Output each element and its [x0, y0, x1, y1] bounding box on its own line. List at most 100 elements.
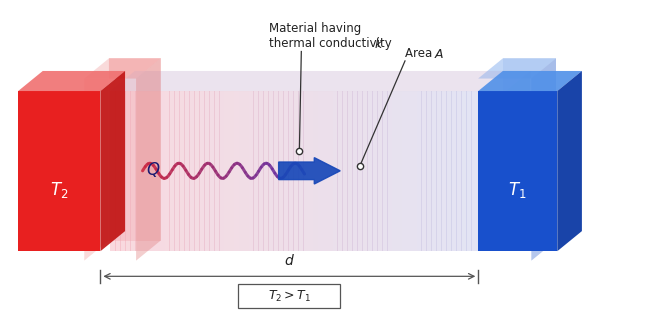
- Bar: [332, 91, 338, 251]
- Bar: [367, 91, 373, 251]
- Bar: [503, 58, 556, 241]
- Bar: [229, 91, 235, 251]
- Bar: [110, 91, 116, 251]
- Bar: [234, 91, 239, 251]
- Bar: [461, 91, 467, 251]
- Bar: [199, 91, 205, 251]
- Bar: [159, 91, 165, 251]
- Bar: [426, 91, 432, 251]
- Bar: [342, 91, 348, 251]
- Bar: [313, 91, 318, 251]
- Bar: [174, 91, 180, 251]
- Bar: [288, 91, 294, 251]
- Bar: [135, 91, 141, 251]
- Bar: [293, 91, 299, 251]
- Bar: [209, 91, 214, 251]
- Bar: [338, 91, 343, 251]
- Bar: [406, 91, 412, 251]
- Bar: [397, 91, 402, 251]
- Bar: [357, 91, 363, 251]
- Bar: [491, 91, 496, 251]
- Bar: [362, 91, 367, 251]
- Text: $Q$: $Q$: [146, 160, 160, 179]
- Polygon shape: [557, 71, 582, 251]
- Bar: [377, 91, 382, 251]
- Bar: [224, 91, 229, 251]
- Bar: [248, 91, 254, 251]
- Bar: [145, 91, 150, 251]
- Polygon shape: [18, 71, 125, 91]
- Bar: [109, 58, 161, 241]
- Bar: [432, 91, 437, 251]
- Bar: [219, 91, 224, 251]
- Bar: [303, 91, 308, 251]
- FancyBboxPatch shape: [238, 284, 340, 308]
- Bar: [298, 91, 303, 251]
- Bar: [353, 91, 358, 251]
- Polygon shape: [110, 71, 530, 91]
- Text: $T_1$: $T_1$: [509, 180, 527, 200]
- Bar: [485, 91, 491, 251]
- Bar: [179, 91, 185, 251]
- Bar: [130, 91, 135, 251]
- Bar: [283, 91, 288, 251]
- Polygon shape: [478, 58, 556, 261]
- Bar: [318, 91, 323, 251]
- Bar: [451, 91, 457, 251]
- Bar: [392, 91, 397, 251]
- Text: $d$: $d$: [284, 253, 295, 268]
- Bar: [18, 91, 100, 251]
- Bar: [184, 91, 190, 251]
- Bar: [417, 91, 422, 251]
- Bar: [496, 91, 501, 251]
- Bar: [120, 91, 126, 251]
- Bar: [421, 91, 427, 251]
- Polygon shape: [84, 58, 161, 78]
- Bar: [278, 91, 284, 251]
- Bar: [387, 91, 393, 251]
- Text: $T_2 > T_1$: $T_2 > T_1$: [268, 289, 311, 304]
- Text: $k$: $k$: [374, 37, 384, 51]
- FancyArrow shape: [279, 158, 340, 184]
- Bar: [204, 91, 209, 251]
- Bar: [263, 91, 269, 251]
- Polygon shape: [136, 58, 161, 261]
- Bar: [268, 91, 274, 251]
- Bar: [436, 91, 442, 251]
- Bar: [402, 91, 408, 251]
- Text: $T_2$: $T_2$: [50, 180, 69, 200]
- Bar: [169, 91, 175, 251]
- Bar: [327, 91, 333, 251]
- Bar: [446, 91, 452, 251]
- Bar: [481, 91, 486, 251]
- Bar: [441, 91, 447, 251]
- Polygon shape: [505, 71, 530, 251]
- Polygon shape: [531, 58, 556, 261]
- Text: Material having
thermal conductivity: Material having thermal conductivity: [269, 22, 395, 50]
- Bar: [411, 91, 417, 251]
- Bar: [140, 91, 145, 251]
- Polygon shape: [478, 58, 556, 78]
- Bar: [150, 91, 156, 251]
- Bar: [372, 91, 378, 251]
- Bar: [244, 91, 249, 251]
- Bar: [466, 91, 472, 251]
- Bar: [194, 91, 200, 251]
- Bar: [476, 91, 481, 251]
- Bar: [478, 91, 557, 251]
- Bar: [115, 91, 121, 251]
- Bar: [253, 91, 259, 251]
- Text: Area: Area: [405, 47, 436, 60]
- Bar: [308, 91, 314, 251]
- Bar: [456, 91, 461, 251]
- Bar: [189, 91, 195, 251]
- Bar: [323, 91, 328, 251]
- Bar: [347, 91, 353, 251]
- Bar: [155, 91, 160, 251]
- Bar: [500, 91, 506, 251]
- Polygon shape: [478, 71, 582, 91]
- Polygon shape: [100, 71, 125, 251]
- Bar: [214, 91, 220, 251]
- Bar: [165, 91, 170, 251]
- Bar: [259, 91, 264, 251]
